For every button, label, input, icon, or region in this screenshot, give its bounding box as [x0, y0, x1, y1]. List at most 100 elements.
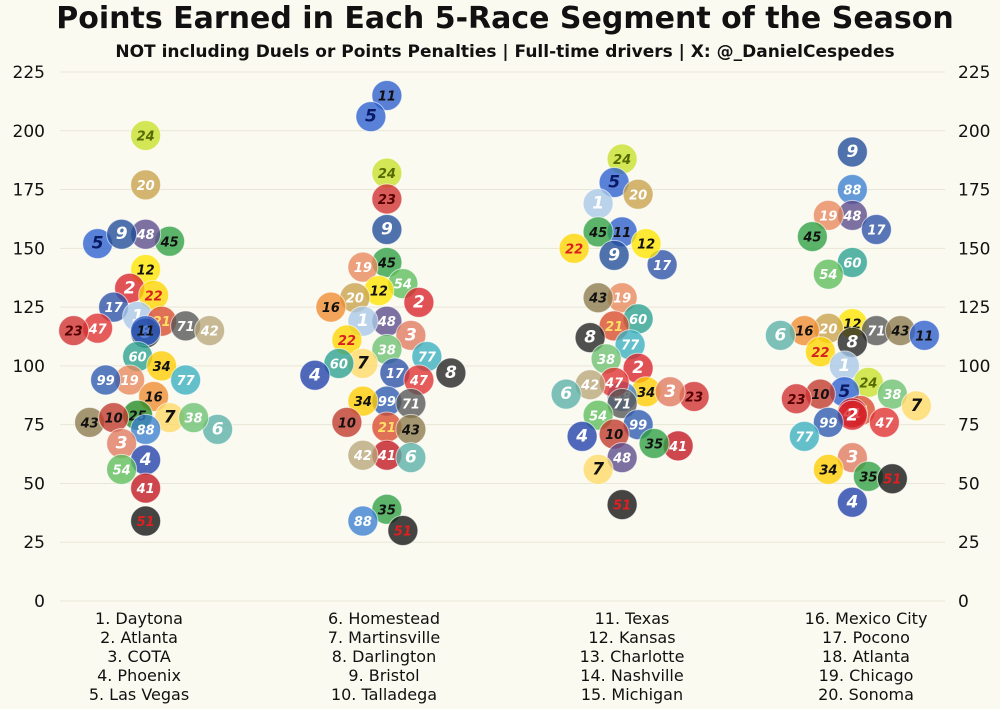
car-number-label: 51 — [394, 524, 412, 539]
car-marker — [574, 322, 606, 354]
car-number-label: 1 — [132, 307, 144, 327]
car-number-label: 4 — [139, 450, 152, 470]
car-marker — [812, 453, 844, 485]
car-number-label: 10 — [605, 428, 623, 443]
car-marker — [558, 232, 590, 264]
y-tick-label: 0 — [34, 592, 45, 612]
car-43-point: 43 — [74, 406, 106, 438]
y-tick-label: 100 — [13, 357, 45, 377]
car-number-label: 45 — [588, 226, 607, 241]
car-3-point: 3 — [654, 376, 686, 408]
car-marker — [876, 463, 908, 495]
car-17-point: 17 — [646, 249, 678, 281]
y-tick-label: 200 — [13, 122, 45, 142]
car-marker — [194, 315, 226, 347]
car-marker — [387, 514, 419, 546]
car-number-label: 9 — [116, 224, 128, 244]
car-88-point: 88 — [130, 413, 162, 445]
car-number-label: 77 — [795, 430, 814, 445]
car-number-label: 7 — [164, 408, 176, 428]
car-number-label: 6 — [774, 325, 786, 345]
car-4-point: 4 — [130, 444, 162, 476]
car-number-label: 41 — [136, 482, 155, 497]
y-axis-left: 0 25 50 75 100 125 150 175 200 225 — [13, 63, 45, 612]
car-number-label: 51 — [137, 515, 155, 530]
car-marker — [130, 119, 162, 151]
y-tick-label: 50 — [958, 474, 980, 494]
car-number-label: 99 — [819, 416, 837, 431]
car-number-label: 24 — [378, 167, 396, 182]
car-23-point: 23 — [371, 183, 403, 215]
car-11-point: 11 — [371, 80, 403, 112]
car-number-label: 5 — [365, 107, 377, 127]
y-tick-label: 25 — [23, 533, 45, 553]
car-number-label: 88 — [137, 423, 155, 438]
car-10-point: 10 — [331, 406, 363, 438]
car-number-label: 77 — [177, 374, 196, 389]
car-number-label: 9 — [608, 245, 620, 265]
car-number-label: 3 — [116, 433, 128, 453]
y-tick-label: 225 — [958, 63, 990, 83]
car-number-label: 22 — [811, 346, 829, 361]
car-number-label: 34 — [819, 463, 837, 478]
car-number-label: 48 — [377, 315, 396, 330]
car-number-label: 7 — [357, 354, 369, 374]
car-41-point: 41 — [130, 472, 162, 504]
race-label: 18. Atlanta — [822, 647, 910, 666]
car-marker — [371, 214, 403, 246]
car-number-label: 22 — [338, 334, 356, 349]
car-51-point: 51 — [130, 505, 162, 537]
car-number-label: 38 — [185, 412, 203, 427]
car-number-label: 19 — [354, 261, 372, 276]
car-22-point: 22 — [138, 279, 170, 311]
race-label: 19. Chicago — [819, 666, 914, 685]
race-label: 1. Daytona — [95, 609, 183, 628]
car-54-point: 54 — [812, 258, 844, 290]
car-number-label: 38 — [883, 388, 901, 403]
car-9-point: 9 — [598, 239, 630, 271]
y-tick-label: 225 — [13, 63, 45, 83]
car-10-point: 10 — [804, 378, 836, 410]
y-tick-label: 125 — [958, 298, 990, 318]
car-number-label: 4 — [575, 426, 588, 446]
car-marker — [788, 420, 820, 452]
car-88-point: 88 — [836, 174, 868, 206]
car-6-point: 6 — [202, 413, 234, 445]
race-label: 9. Bristol — [348, 666, 419, 685]
car-51-point: 51 — [606, 489, 638, 521]
car-number-label: 22 — [145, 289, 163, 304]
race-label: 4. Phoenix — [97, 666, 181, 685]
car-number-label: 48 — [612, 452, 631, 467]
car-marker — [347, 505, 379, 537]
car-34-point: 34 — [347, 385, 379, 417]
car-20-point: 20 — [812, 312, 844, 344]
car-number-label: 5 — [92, 234, 104, 254]
car-marker — [403, 286, 435, 318]
y-tick-label: 100 — [958, 357, 990, 377]
car-marker — [315, 291, 347, 323]
car-marker — [331, 406, 363, 438]
car-marker — [371, 80, 403, 112]
race-label: 5. Las Vegas — [89, 685, 189, 704]
car-number-label: 2 — [124, 278, 136, 298]
y-tick-label: 75 — [958, 416, 980, 436]
race-label: 17. Pocono — [822, 628, 910, 647]
car-marker — [646, 249, 678, 281]
car-marker — [598, 239, 630, 271]
car-number-label: 24 — [137, 129, 155, 144]
car-7-point: 7 — [900, 390, 932, 422]
car-number-label: 10 — [105, 412, 123, 427]
y-tick-label: 75 — [23, 416, 45, 436]
car-number-label: 88 — [843, 184, 861, 199]
car-9-point: 9 — [106, 218, 138, 250]
race-label: 14. Nashville — [580, 666, 683, 685]
car-23-point: 23 — [58, 315, 90, 347]
car-number-label: 8 — [445, 363, 457, 383]
car-22-point: 22 — [804, 336, 836, 368]
car-number-label: 43 — [890, 325, 909, 340]
car-number-label: 43 — [588, 292, 607, 307]
car-marker — [582, 453, 614, 485]
car-4-point: 4 — [566, 420, 598, 452]
car-number-label: 48 — [842, 209, 861, 224]
car-number-label: 47 — [874, 416, 894, 431]
